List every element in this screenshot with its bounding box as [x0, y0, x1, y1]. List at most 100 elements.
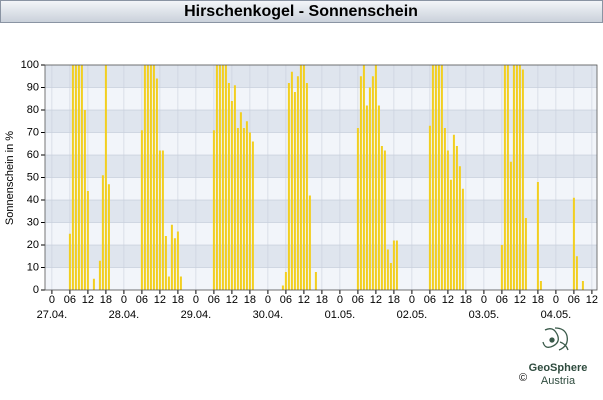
date-label: 04.05.: [541, 309, 572, 321]
x-tick-label: 06: [496, 294, 508, 306]
bar: [173, 238, 176, 290]
bar: [395, 240, 398, 290]
bar: [149, 65, 152, 290]
bar: [227, 83, 230, 290]
y-tick-label: 70: [27, 126, 39, 138]
bar: [74, 65, 77, 290]
bar: [293, 92, 296, 290]
plot-frame: [44, 64, 598, 291]
bar: [296, 76, 299, 290]
bar: [461, 188, 464, 290]
bar: [446, 150, 449, 290]
bar: [392, 240, 395, 290]
x-tick-label: 06: [64, 294, 76, 306]
bar: [248, 132, 251, 290]
x-tick-label: 0: [49, 294, 55, 306]
x-tick-label: 12: [370, 294, 382, 306]
bar: [515, 65, 518, 290]
bar: [431, 65, 434, 290]
bar: [443, 128, 446, 290]
bar: [218, 65, 221, 290]
x-tick-label: 18: [532, 294, 544, 306]
bar: [161, 150, 164, 290]
bar: [437, 65, 440, 290]
x-tick-label: 12: [586, 294, 598, 306]
x-tick-label: 12: [154, 294, 166, 306]
x-tick-label: 0: [193, 294, 199, 306]
bar: [434, 65, 437, 290]
bar: [230, 101, 233, 290]
x-tick-label: 12: [82, 294, 94, 306]
bar: [221, 65, 224, 290]
logo-name: GeoSphere: [529, 362, 588, 374]
x-tick-label: 12: [298, 294, 310, 306]
y-tick-label: 100: [21, 59, 39, 71]
bar: [215, 65, 218, 290]
y-tick-label: 80: [27, 104, 39, 116]
bar: [239, 112, 242, 290]
x-tick-label: 0: [337, 294, 343, 306]
bar: [305, 83, 308, 290]
bar: [251, 141, 254, 290]
x-tick-label: 0: [553, 294, 559, 306]
bar: [512, 65, 515, 290]
x-tick-label: 12: [442, 294, 454, 306]
bar: [83, 110, 86, 290]
bar: [365, 105, 368, 290]
bar: [389, 263, 392, 290]
bar: [581, 281, 584, 290]
bar: [374, 65, 377, 290]
bar: [104, 65, 107, 290]
x-tick-label: 06: [352, 294, 364, 306]
bar: [506, 65, 509, 290]
bar: [170, 224, 173, 290]
bar: [68, 233, 71, 290]
x-tick-label: 06: [280, 294, 292, 306]
date-label: 30.04.: [253, 309, 284, 321]
bar: [518, 65, 521, 290]
y-tick-label: 40: [27, 194, 39, 206]
bar: [290, 71, 293, 290]
bar: [380, 146, 383, 290]
bar: [167, 276, 170, 290]
bar: [101, 175, 104, 290]
bar: [572, 197, 575, 290]
x-tick-label: 06: [208, 294, 220, 306]
x-tick-label: 0: [409, 294, 415, 306]
logo: GeoSphere Austria ©: [519, 327, 588, 387]
y-tick-label: 60: [27, 149, 39, 161]
x-tick-label: 0: [481, 294, 487, 306]
band: [45, 87, 597, 110]
bar: [152, 65, 155, 290]
bar: [539, 281, 542, 290]
bar: [158, 150, 161, 290]
bar: [359, 76, 362, 290]
bar: [386, 249, 389, 290]
bar: [302, 65, 305, 290]
band: [45, 110, 597, 133]
bar: [371, 76, 374, 290]
bar: [176, 231, 179, 290]
bar: [212, 130, 215, 290]
bar: [179, 276, 182, 290]
bar: [521, 69, 524, 290]
bar: [287, 83, 290, 290]
bar: [80, 65, 83, 290]
x-tick-label: 12: [514, 294, 526, 306]
bar: [428, 125, 431, 290]
date-label: 28.04.: [109, 309, 140, 321]
x-tick-label: 18: [172, 294, 184, 306]
bar: [383, 150, 386, 290]
x-tick-label: 12: [226, 294, 238, 306]
bar: [233, 85, 236, 290]
bar: [77, 65, 80, 290]
x-tick-label: 06: [424, 294, 436, 306]
y-tick-label: 20: [27, 239, 39, 251]
x-tick-label: 0: [121, 294, 127, 306]
y-tick-label: 10: [27, 261, 39, 273]
bar: [524, 218, 527, 290]
bar: [455, 146, 458, 290]
bar: [92, 278, 95, 290]
bar: [281, 285, 284, 290]
